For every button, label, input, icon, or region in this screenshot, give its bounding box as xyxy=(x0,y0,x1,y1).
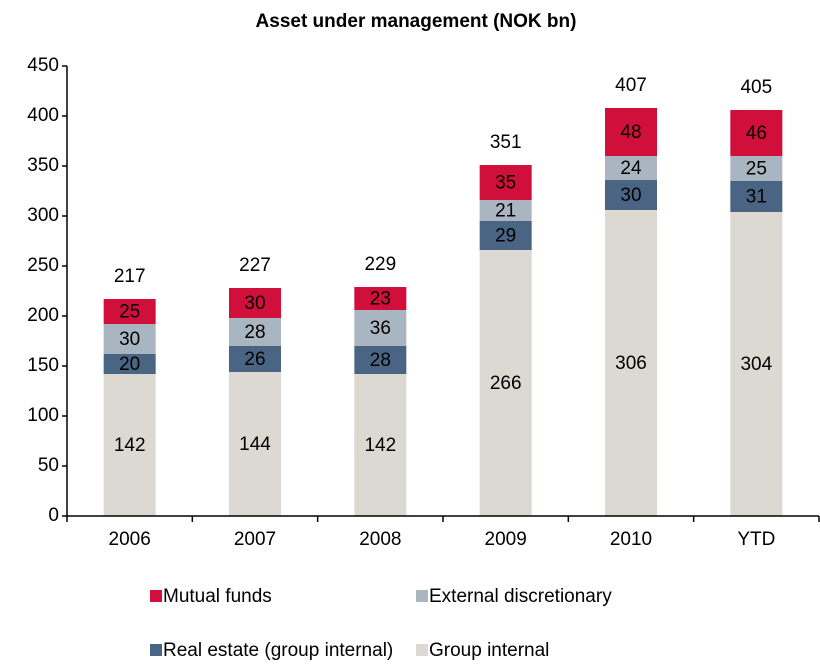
total-label: 227 xyxy=(239,255,271,276)
bar-segment xyxy=(229,346,281,372)
data-label: 142 xyxy=(114,435,146,456)
bar-segment xyxy=(354,287,407,310)
data-label: 144 xyxy=(239,434,271,455)
data-label: 24 xyxy=(620,158,642,179)
data-label: 28 xyxy=(244,322,265,343)
data-label: 31 xyxy=(746,187,767,208)
y-tick-label: 150 xyxy=(27,355,59,376)
bar-segment xyxy=(730,212,783,516)
bar-segment xyxy=(103,374,156,516)
bar-segment xyxy=(605,156,657,180)
data-label: 35 xyxy=(495,173,516,194)
data-label: 30 xyxy=(119,329,140,350)
bar-segment xyxy=(479,200,532,221)
bar-segment xyxy=(103,354,156,374)
data-label: 25 xyxy=(119,302,140,323)
bar-segment xyxy=(605,210,657,516)
legend-swatch xyxy=(416,590,428,602)
chart-title: Asset under management (NOK bn) xyxy=(256,11,577,32)
data-label: 20 xyxy=(119,354,140,375)
bar-segment xyxy=(730,110,783,156)
data-label: 306 xyxy=(615,353,647,374)
y-tick-label: 350 xyxy=(27,155,59,176)
data-label: 36 xyxy=(370,318,391,339)
bar-segment xyxy=(103,324,156,354)
y-tick-label: 100 xyxy=(27,405,59,426)
y-tick-label: 0 xyxy=(48,505,59,526)
data-label: 266 xyxy=(490,373,522,394)
data-label: 46 xyxy=(746,123,767,144)
data-label: 30 xyxy=(244,293,265,314)
bar-segment xyxy=(229,288,281,318)
y-tick-label: 400 xyxy=(27,105,59,126)
legend-swatch xyxy=(150,590,162,602)
x-tick-label: 2009 xyxy=(485,529,527,550)
legend-label: Group internal xyxy=(429,640,549,661)
data-label: 25 xyxy=(746,159,767,180)
total-label: 407 xyxy=(615,75,647,96)
y-tick-label: 250 xyxy=(27,255,59,276)
bar-segment xyxy=(354,310,407,346)
x-tick-label: YTD xyxy=(737,529,775,550)
x-tick-label: 2010 xyxy=(610,529,652,550)
legend-swatch xyxy=(416,644,428,656)
bar-segment xyxy=(479,250,532,516)
data-label: 21 xyxy=(495,201,516,222)
bar-segment xyxy=(229,318,281,346)
data-label: 30 xyxy=(620,185,641,206)
data-label: 23 xyxy=(370,289,391,310)
bar-segment xyxy=(479,221,532,250)
legend-swatch xyxy=(150,644,162,656)
y-tick-label: 200 xyxy=(27,305,59,326)
x-tick-label: 2007 xyxy=(234,529,276,550)
bar-segment xyxy=(605,180,657,210)
data-label: 304 xyxy=(740,354,772,375)
bar-segment xyxy=(730,156,783,181)
total-label: 217 xyxy=(114,266,146,287)
y-tick-label: 450 xyxy=(27,55,59,76)
data-label: 48 xyxy=(620,122,641,143)
total-label: 405 xyxy=(740,77,772,98)
legend-label: Real estate (group internal) xyxy=(163,640,393,661)
bar-segment xyxy=(103,299,156,324)
total-label: 229 xyxy=(364,254,396,275)
total-label: 351 xyxy=(490,132,522,153)
data-label: 28 xyxy=(370,350,391,371)
bar-segment xyxy=(354,346,407,374)
data-label: 29 xyxy=(495,226,516,247)
data-label: 26 xyxy=(244,349,265,370)
data-label: 142 xyxy=(364,435,396,456)
bar-segment xyxy=(229,372,281,516)
bar-segment xyxy=(354,374,407,516)
bar-segment xyxy=(730,181,783,212)
bar-segment xyxy=(605,108,657,156)
x-tick-label: 2006 xyxy=(109,529,151,550)
legend-label: External discretionary xyxy=(429,586,612,607)
legend-label: Mutual funds xyxy=(163,586,272,607)
bar-segment xyxy=(479,165,532,200)
x-tick-label: 2008 xyxy=(359,529,401,550)
y-tick-label: 300 xyxy=(27,205,59,226)
y-tick-label: 50 xyxy=(38,455,59,476)
